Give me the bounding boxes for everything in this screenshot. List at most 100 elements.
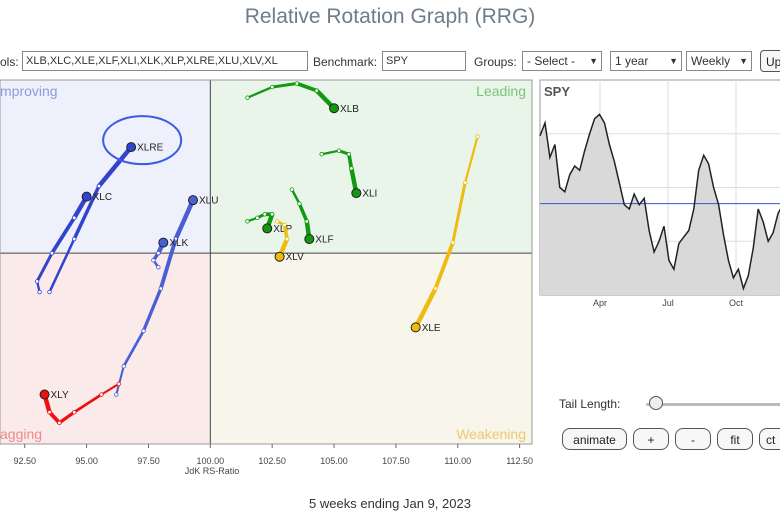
tail-point <box>49 250 55 256</box>
tail-segment <box>35 251 54 283</box>
tail-head-point[interactable] <box>329 103 340 114</box>
tail-head-point[interactable] <box>158 237 169 248</box>
tail-segment <box>122 329 145 368</box>
x-axis-label: JdK RS-Ratio <box>185 466 240 476</box>
benchmark-label: Benchmark: <box>313 55 378 69</box>
groups-select[interactable]: - Select - ▼ <box>522 51 602 71</box>
x-tick-label: 105.00 <box>320 456 348 466</box>
tail-point <box>336 148 342 153</box>
symbols-label: ols: <box>0 55 19 69</box>
benchmark-chart: SPY Apr Jul Oct <box>539 79 780 308</box>
tail-point <box>245 219 250 224</box>
center-button[interactable]: ct <box>759 428 780 450</box>
tail-segment <box>297 201 309 224</box>
frequency-select[interactable]: Weekly ▼ <box>686 51 752 71</box>
tail-xlp[interactable]: XLP <box>245 212 293 235</box>
tail-label: XLY <box>51 390 69 401</box>
tail-xlu[interactable]: XLU <box>114 195 218 397</box>
tail-segment <box>50 215 77 256</box>
tail-point <box>304 219 310 224</box>
tail-xlc[interactable]: XLC <box>34 191 112 295</box>
tail-point <box>475 134 480 139</box>
rrg-tails: XLRE XLC XLU XLK XLY XLB XLI XLP XLF XLV XLE <box>34 81 480 425</box>
tail-segment <box>295 81 319 93</box>
tail-xly[interactable]: XLY <box>39 381 121 425</box>
benchmark-xlabel-apr: Apr <box>593 298 607 308</box>
x-tick-label: 102.50 <box>258 456 286 466</box>
tail-length-slider-handle[interactable] <box>649 396 663 410</box>
quadrant-lagging <box>0 253 211 444</box>
period-select[interactable]: 1 year ▼ <box>610 51 682 71</box>
tail-point <box>99 392 104 397</box>
tail-head-point[interactable] <box>304 234 315 245</box>
zoom-out-button[interactable]: - <box>675 428 711 450</box>
tail-segment <box>141 286 163 333</box>
tail-xlv[interactable]: XLV <box>274 219 304 264</box>
tail-point <box>282 222 287 228</box>
groups-select-value: - Select - <box>527 54 576 68</box>
tail-point <box>72 409 77 415</box>
tail-head-point[interactable] <box>410 322 421 333</box>
tail-label: XLP <box>273 224 292 235</box>
tail-point <box>72 215 77 221</box>
tail-head-point[interactable] <box>126 142 137 153</box>
tail-segment <box>173 197 196 242</box>
chevron-down-icon: ▼ <box>669 56 678 66</box>
tail-point <box>72 236 77 242</box>
benchmark-xlabel-jul: Jul <box>662 298 674 308</box>
tail-xlb[interactable]: XLB <box>245 81 360 115</box>
fit-button[interactable]: fit <box>717 428 753 450</box>
tail-xlf[interactable]: XLF <box>289 187 334 246</box>
tail-xlk[interactable]: XLK <box>151 237 189 270</box>
tail-segment <box>464 135 479 184</box>
animate-button[interactable]: animate <box>562 428 627 450</box>
tail-label: XLC <box>93 192 112 203</box>
tail-xle[interactable]: XLE <box>410 134 480 334</box>
tail-head-point[interactable] <box>262 223 273 234</box>
tail-segment <box>320 149 341 156</box>
rrg-chart[interactable]: mproving Leading agging Weakening 92.50 9… <box>0 79 540 480</box>
tail-xlre[interactable]: XLRE <box>47 142 164 295</box>
tail-point <box>294 81 300 86</box>
tail-segment <box>433 240 455 291</box>
tail-point <box>116 381 121 387</box>
tail-point <box>319 152 324 157</box>
tail-point <box>158 286 164 291</box>
tail-segment <box>96 144 134 189</box>
tail-point <box>245 95 250 100</box>
tail-xli[interactable]: XLI <box>319 148 377 200</box>
groups-label: Groups: <box>474 55 517 69</box>
tail-point <box>47 409 52 415</box>
period-select-value: 1 year <box>615 54 649 68</box>
tail-point <box>114 392 119 397</box>
zoom-in-button[interactable]: + <box>633 428 669 450</box>
tail-length-slider[interactable] <box>646 403 780 406</box>
tail-head-point[interactable] <box>351 188 362 199</box>
highlight-circle <box>102 115 183 166</box>
tail-label: XLRE <box>137 143 163 154</box>
tail-point <box>262 212 267 217</box>
tail-head-point[interactable] <box>274 251 285 262</box>
toolbar: ols: XLB,XLC,XLE,XLF,XLI,XLK,XLP,XLRE,XL… <box>0 50 780 74</box>
x-tick-label: 95.00 <box>75 456 98 466</box>
tail-label: XLF <box>315 235 333 246</box>
x-tick-label: 107.50 <box>382 456 410 466</box>
benchmark-input[interactable]: SPY <box>382 51 466 71</box>
tail-point <box>57 420 62 425</box>
quadrant-label-improving: mproving <box>0 83 58 99</box>
tail-head-point[interactable] <box>188 195 199 206</box>
chevron-down-icon: ▼ <box>589 56 598 66</box>
tail-point <box>462 180 468 185</box>
symbols-input[interactable]: XLB,XLC,XLE,XLF,XLI,XLK,XLP,XLRE,XLU,XLV… <box>22 51 308 71</box>
tail-point <box>346 152 352 157</box>
tail-point <box>450 240 456 245</box>
update-button[interactable]: Up <box>760 50 780 72</box>
tail-head-point[interactable] <box>39 389 50 400</box>
tail-point <box>297 201 302 206</box>
tail-label: XLK <box>169 238 188 249</box>
tail-point <box>156 265 161 270</box>
frequency-select-value: Weekly <box>691 54 731 68</box>
tail-point <box>96 183 102 189</box>
tail-head-point[interactable] <box>81 191 92 202</box>
tail-segment <box>451 180 467 245</box>
